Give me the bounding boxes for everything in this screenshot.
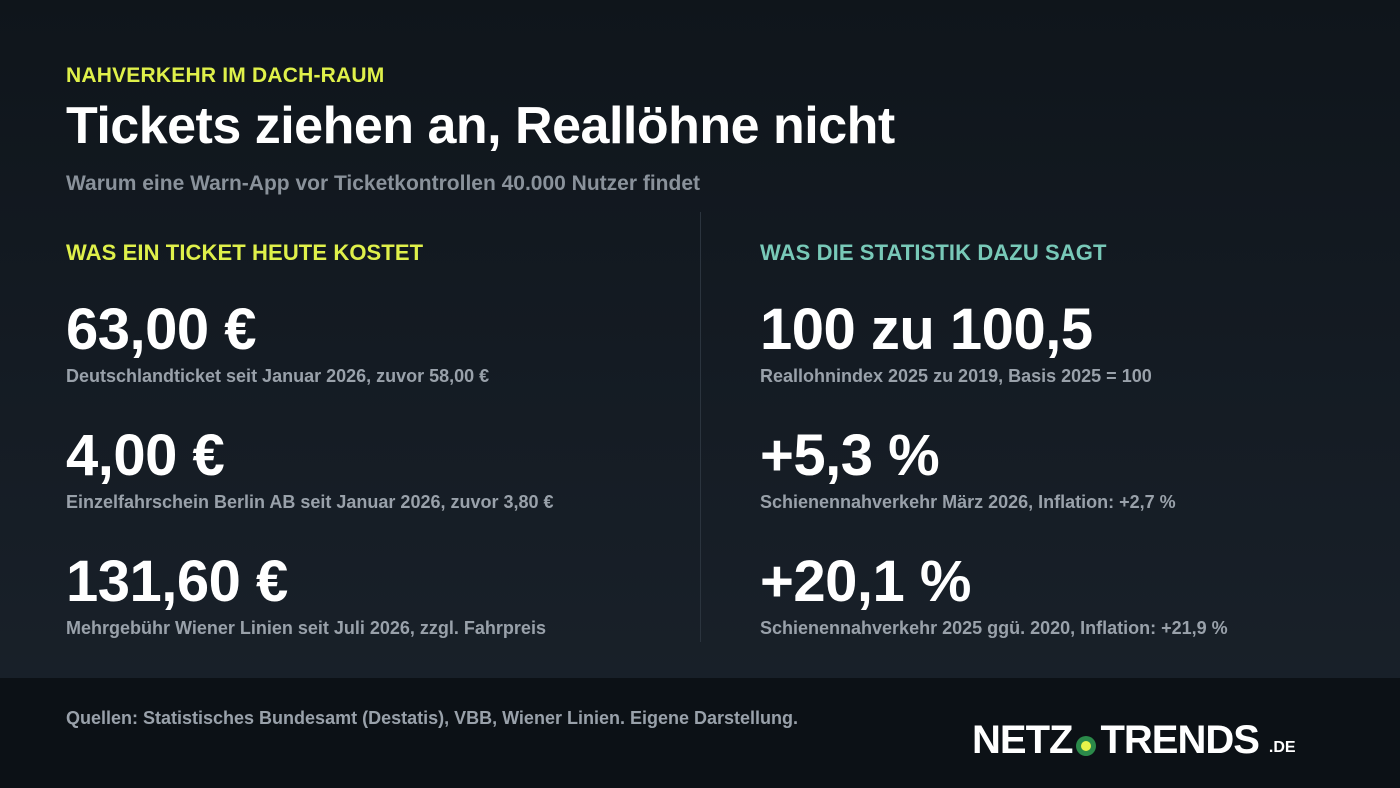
statistics-column: WAS DIE STATISTIK DAZU SAGT 100 zu 100,5… bbox=[760, 240, 1380, 638]
stat-description: Deutschlandticket seit Januar 2026, zuvo… bbox=[66, 366, 490, 386]
stat-schienennahverkehr-2025: +20,1 % Schienennahverkehr 2025 ggü. 202… bbox=[760, 550, 1380, 639]
sources-note: Quellen: Statistisches Bundesamt (Destat… bbox=[66, 708, 798, 728]
stat-deutschlandticket: 63,00 € Deutschlandticket seit Januar 20… bbox=[66, 298, 686, 387]
stat-description: Einzelfahrschein Berlin AB seit Januar 2… bbox=[66, 492, 554, 512]
column-divider bbox=[700, 212, 701, 642]
stat-mehrgebuehr: 131,60 € Mehrgebühr Wiener Linien seit J… bbox=[66, 550, 686, 639]
ticket-cost-column: WAS EIN TICKET HEUTE KOSTET 63,00 € Deut… bbox=[66, 240, 686, 638]
stat-value: 4,00 € bbox=[66, 423, 225, 488]
stat-value: +5,3 % bbox=[760, 423, 940, 488]
infographic-card: NAHVERKEHR IM DACH-RAUM Tickets ziehen a… bbox=[66, 64, 1380, 642]
stat-description: Mehrgebühr Wiener Linien seit Juli 2026,… bbox=[66, 618, 546, 638]
logo-word-trends: TRENDS bbox=[1100, 718, 1259, 762]
stat-value: +20,1 % bbox=[760, 549, 971, 614]
page-subtitle: Warum eine Warn-App vor Ticketkontrollen… bbox=[66, 172, 701, 195]
statistics-heading: WAS DIE STATISTIK DAZU SAGT bbox=[760, 240, 1107, 265]
stat-einzelfahrschein: 4,00 € Einzelfahrschein Berlin AB seit J… bbox=[66, 424, 686, 513]
footer: Quellen: Statistisches Bundesamt (Destat… bbox=[0, 678, 1400, 788]
netztrends-logo: NETZ TRENDS .DE bbox=[972, 712, 1296, 762]
page-title: Tickets ziehen an, Reallöhne nicht bbox=[66, 97, 895, 155]
ticket-cost-heading: WAS EIN TICKET HEUTE KOSTET bbox=[66, 240, 424, 265]
logo-tld: .DE bbox=[1268, 739, 1296, 756]
eyebrow-label: NAHVERKEHR IM DACH-RAUM bbox=[66, 64, 385, 87]
stat-reallohnindex: 100 zu 100,5 Reallohnindex 2025 zu 2019,… bbox=[760, 298, 1380, 387]
stat-description: Schienennahverkehr März 2026, Inflation:… bbox=[760, 492, 1176, 512]
stat-value: 131,60 € bbox=[66, 549, 288, 614]
logo-dot-icon bbox=[1076, 736, 1097, 756]
stat-value: 63,00 € bbox=[66, 297, 257, 362]
stat-value: 100 zu 100,5 bbox=[760, 297, 1093, 362]
logo-word-netz: NETZ bbox=[972, 718, 1073, 762]
stat-description: Reallohnindex 2025 zu 2019, Basis 2025 =… bbox=[760, 366, 1152, 386]
stat-description: Schienennahverkehr 2025 ggü. 2020, Infla… bbox=[760, 618, 1228, 638]
stat-schienennahverkehr-maerz: +5,3 % Schienennahverkehr März 2026, Inf… bbox=[760, 424, 1380, 513]
